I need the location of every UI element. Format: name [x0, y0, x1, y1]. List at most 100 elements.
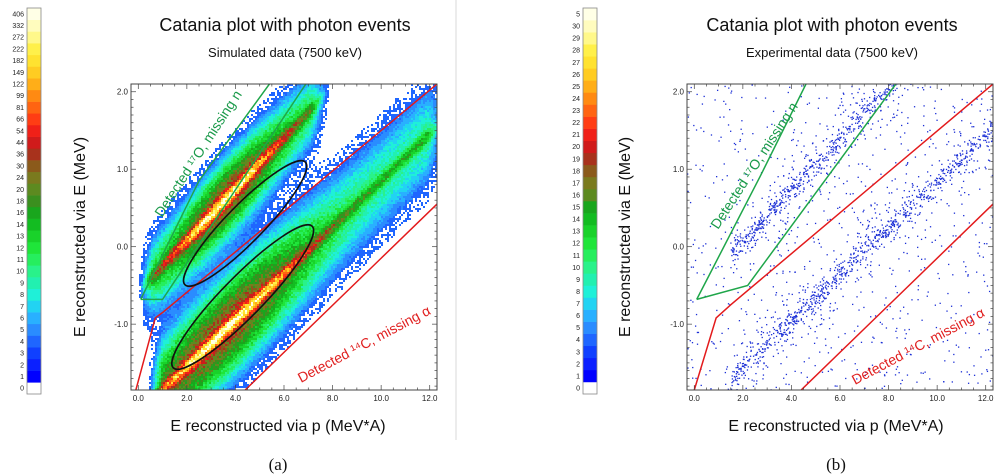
heatmap-cell	[183, 216, 185, 218]
heatmap-cell	[211, 240, 213, 242]
heatmap-cell	[227, 152, 229, 154]
heatmap-cell	[169, 300, 171, 302]
heatmap-cell	[213, 168, 215, 170]
heatmap-cell	[157, 364, 159, 366]
heatmap-cell	[181, 228, 183, 230]
heatmap-cell	[179, 292, 181, 294]
heatmap-cell	[215, 242, 217, 244]
heatmap-cell	[187, 354, 189, 356]
heatmap-cell	[185, 352, 187, 354]
heatmap-cell	[197, 312, 199, 314]
heatmap-cell	[209, 378, 211, 380]
heatmap-cell	[153, 340, 155, 342]
heatmap-cell	[239, 242, 241, 244]
heatmap-cell	[221, 374, 223, 376]
heatmap-cell	[209, 168, 211, 170]
heatmap-cell	[213, 206, 215, 208]
heatmap-cell	[225, 372, 227, 374]
heatmap-cell	[167, 292, 169, 294]
heatmap-cell	[167, 214, 169, 216]
heatmap-cell	[221, 380, 223, 382]
heatmap-cell	[221, 292, 223, 294]
heatmap-cell	[167, 264, 169, 266]
heatmap-cell	[153, 278, 155, 280]
heatmap-cell	[213, 334, 215, 336]
heatmap-cell	[189, 192, 191, 194]
heatmap-cell	[165, 236, 167, 238]
heatmap-cell	[173, 388, 175, 390]
heatmap-cell	[223, 348, 225, 350]
heatmap-cell	[155, 240, 157, 242]
heatmap-cell	[165, 320, 167, 322]
heatmap-cell	[187, 284, 189, 286]
heatmap-cell	[219, 292, 221, 294]
heatmap-cell	[151, 266, 153, 268]
heatmap-cell	[163, 372, 165, 374]
heatmap-cell	[219, 206, 221, 208]
heatmap-cell	[229, 378, 231, 380]
heatmap-cell	[209, 294, 211, 296]
heatmap-cell	[209, 358, 211, 360]
heatmap-cell	[177, 270, 179, 272]
heatmap-cell	[215, 208, 217, 210]
heatmap-cell	[233, 266, 235, 268]
heatmap-cell	[207, 308, 209, 310]
heatmap-cell	[177, 208, 179, 210]
heatmap-cell	[235, 336, 237, 338]
heatmap-cell	[231, 220, 233, 222]
heatmap-cell	[169, 294, 171, 296]
heatmap-cell	[209, 252, 211, 254]
heatmap-cell	[145, 310, 147, 312]
heatmap-cell	[171, 288, 173, 290]
heatmap-cell	[153, 294, 155, 296]
heatmap-cell	[173, 236, 175, 238]
heatmap-cell	[151, 376, 153, 378]
heatmap-cell	[225, 270, 227, 272]
heatmap-cell	[217, 170, 219, 172]
heatmap-cell	[229, 310, 231, 312]
heatmap-cell	[235, 332, 237, 334]
heatmap-cell	[225, 260, 227, 262]
heatmap-cell	[219, 334, 221, 336]
heatmap-cell	[227, 186, 229, 188]
heatmap-cell	[189, 382, 191, 384]
heatmap-cell	[177, 232, 179, 234]
heatmap-cell	[181, 264, 183, 266]
heatmap-cell	[203, 276, 205, 278]
heatmap-cell	[163, 364, 165, 366]
heatmap-cell	[171, 254, 173, 256]
heatmap-cell	[185, 330, 187, 332]
heatmap-cell	[203, 262, 205, 264]
heatmap-cell	[161, 210, 163, 212]
heatmap-cell	[181, 320, 183, 322]
heatmap-cell	[231, 386, 233, 388]
heatmap-cell	[175, 274, 177, 276]
heatmap-cell	[225, 180, 227, 182]
heatmap-cell	[181, 346, 183, 348]
heatmap-cell	[203, 296, 205, 298]
heatmap-cell	[183, 354, 185, 356]
heatmap-cell	[233, 260, 235, 262]
heatmap-cell	[141, 282, 143, 284]
heatmap-cell	[183, 312, 185, 314]
heatmap-cell	[191, 370, 193, 372]
heatmap-cell	[185, 312, 187, 314]
heatmap-cell	[233, 140, 235, 142]
heatmap-cell	[141, 274, 143, 276]
heatmap-cell	[215, 246, 217, 248]
heatmap-cell	[203, 234, 205, 236]
heatmap-cell	[175, 346, 177, 348]
heatmap-cell	[191, 368, 193, 370]
heatmap-cell	[207, 272, 209, 274]
heatmap-cell	[223, 346, 225, 348]
heatmap-cell	[213, 346, 215, 348]
heatmap-cell	[231, 192, 233, 194]
heatmap-cell	[209, 192, 211, 194]
heatmap-cell	[237, 194, 239, 196]
heatmap-cell	[165, 314, 167, 316]
heatmap-cell	[169, 272, 171, 274]
heatmap-cell	[185, 322, 187, 324]
heatmap-cell	[237, 138, 239, 140]
heatmap-cell	[171, 222, 173, 224]
heatmap-cell	[207, 326, 209, 328]
